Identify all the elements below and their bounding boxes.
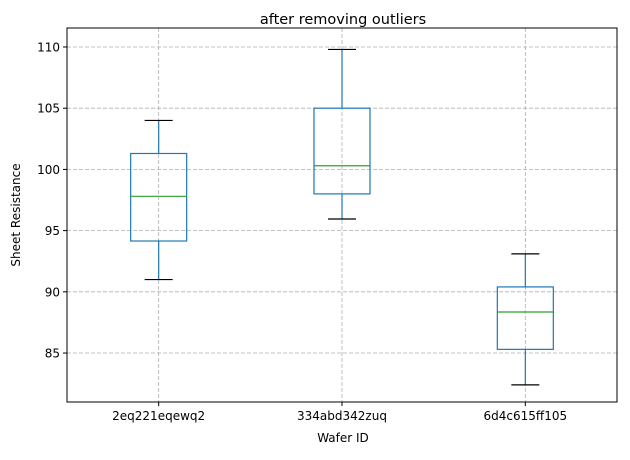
y-tick-label: 90 xyxy=(45,285,60,299)
x-tick-label: 6d4c615ff105 xyxy=(484,409,568,423)
y-tick-label: 95 xyxy=(45,224,60,238)
y-tick-label: 105 xyxy=(37,102,60,116)
chart-title: after removing outliers xyxy=(260,12,426,28)
y-axis-label: Sheet Resistance xyxy=(9,163,23,266)
y-tick-label: 110 xyxy=(37,40,60,54)
x-axis-label: Wafer ID xyxy=(317,431,369,445)
y-tick-label: 100 xyxy=(37,163,60,177)
plot-frame xyxy=(66,27,618,403)
x-tick-label: 2eq221eqewq2 xyxy=(112,409,205,423)
y-tick-label: 85 xyxy=(45,347,60,361)
iqr-box xyxy=(496,286,554,350)
iqr-box xyxy=(313,107,371,195)
iqr-box xyxy=(130,152,188,242)
x-tick-label: 334abd342zuq xyxy=(297,409,387,423)
